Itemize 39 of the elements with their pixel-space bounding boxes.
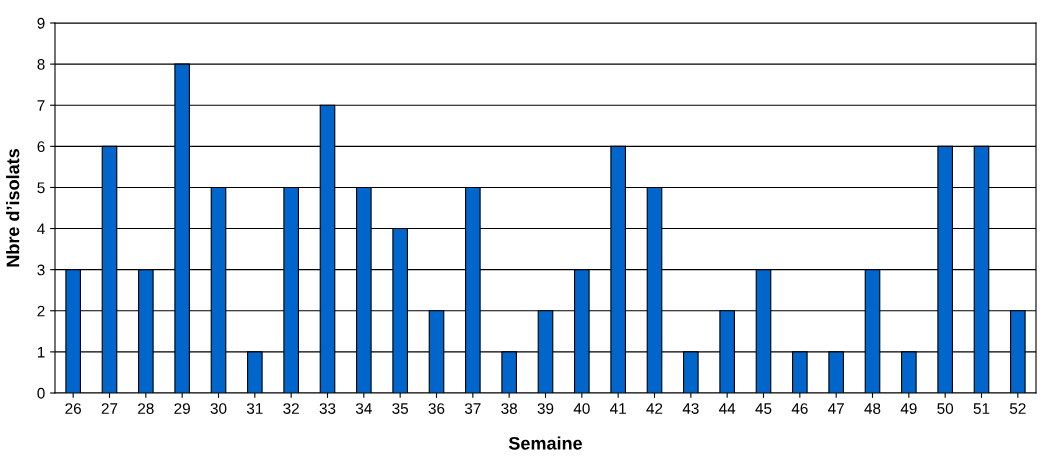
x-tick-label: 36 (428, 403, 445, 414)
x-tick-label: 41 (610, 403, 626, 414)
x-tick-label: 26 (65, 403, 81, 414)
x-tick-label: 33 (319, 403, 336, 414)
x-tick-label: 35 (392, 403, 409, 414)
x-tick-label: 52 (1009, 403, 1026, 414)
y-tick-label: 8 (37, 58, 45, 70)
x-tick-label: 49 (900, 403, 917, 414)
x-tick-label: 44 (719, 403, 736, 414)
x-tick-label: 51 (973, 403, 990, 414)
y-tick-label: 5 (37, 182, 45, 194)
x-tick-label: 40 (573, 403, 590, 414)
x-tick-label: 37 (464, 403, 481, 414)
y-tick-label: 7 (37, 100, 45, 111)
x-tick-label: 34 (355, 403, 372, 414)
x-tick-label: 28 (138, 403, 154, 414)
x-tick-label: 50 (937, 403, 954, 414)
y-tick-label: 4 (37, 223, 45, 235)
y-tick-label: 6 (37, 141, 45, 153)
y-tick-label: 0 (37, 387, 45, 399)
x-tick-label: 30 (210, 403, 227, 414)
x-tick-label: 43 (682, 403, 699, 414)
y-tick-label: 9 (37, 17, 45, 29)
x-tick-label: 46 (791, 403, 808, 414)
y-tick-label: 2 (37, 305, 45, 317)
x-tick-label: 38 (501, 403, 517, 414)
x-tick-label: 39 (537, 403, 554, 414)
x-tick-label: 42 (646, 403, 663, 414)
y-axis-title: Nbre d’isolats (6, 149, 20, 267)
x-tick-label: 47 (828, 403, 844, 414)
x-tick-label: 27 (101, 403, 118, 414)
x-tick-label: 45 (755, 403, 772, 414)
y-tick-label: 3 (37, 264, 45, 276)
x-tick-label: 29 (174, 403, 190, 414)
x-tick-label: 32 (283, 403, 299, 414)
x-tick-label: 48 (864, 403, 881, 414)
y-tick-label: 1 (37, 346, 45, 358)
x-tick-label: 31 (246, 403, 263, 414)
x-axis-title: Semaine (508, 436, 583, 450)
